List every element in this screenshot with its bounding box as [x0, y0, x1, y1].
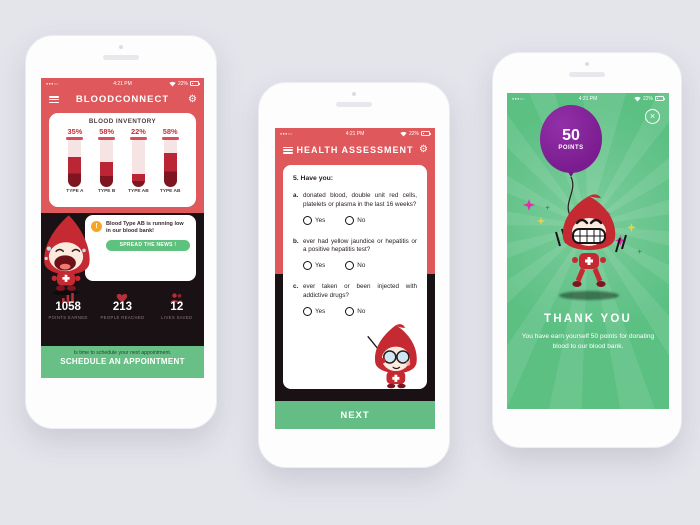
schedule-appointment-button[interactable]: SCHEDULE AN APPOINTMENT	[60, 357, 185, 366]
alert-speech-bubble: ! Blood Type AB is running low in our bl…	[78, 215, 196, 281]
stat-points: 1058 POINTS EARNED	[41, 290, 95, 320]
schedule-note: Is time to schedule your next appointmen…	[73, 350, 172, 356]
mascot-crying	[44, 215, 90, 296]
signal-icon: ●●●○○	[46, 81, 59, 86]
stats-row: 1058 POINTS EARNED 213 PEOPLE REACHED 12…	[41, 290, 204, 320]
points-unit: POINTS	[558, 144, 584, 151]
status-bar: ●●●○○ 4:21 PM 22%	[507, 93, 669, 104]
radio-yes[interactable]: Yes	[303, 261, 325, 271]
spread-news-button[interactable]: SPREAD THE NEWS !	[106, 239, 190, 251]
thank-you-message: You have earn yourself 50 points for don…	[521, 333, 655, 351]
radio-yes[interactable]: Yes	[303, 215, 325, 225]
sparkle-star-yellow	[537, 217, 545, 225]
app-title: BLOODCONNECT	[75, 94, 170, 105]
sparkle-star-green	[545, 205, 550, 210]
inventory-heading: BLOOD INVENTORY	[88, 118, 157, 125]
blood-inventory-card: BLOOD INVENTORY 35% TYPE A 58% TYPE B 22…	[49, 113, 196, 207]
wifi-icon	[400, 131, 407, 136]
mascot-grinning	[555, 194, 627, 287]
front-camera	[119, 45, 123, 49]
sparkle-star-magenta	[523, 199, 535, 211]
front-camera	[352, 92, 356, 96]
speaker	[569, 72, 605, 77]
bar-chart-icon	[62, 293, 74, 303]
question-a-options: Yes No	[303, 215, 417, 225]
close-icon[interactable]: ×	[645, 109, 660, 124]
question-b-options: Yes No	[303, 261, 417, 271]
question-group-title: 5. Have you:	[293, 175, 334, 182]
phone-right: ●●●○○ 4:21 PM 22% × 50 POINTS	[492, 52, 682, 448]
speaker	[336, 102, 372, 107]
next-button[interactable]: NEXT	[275, 401, 435, 429]
tube-type-ab-2: 58% TYPE AB	[159, 127, 181, 194]
question-a: a. donated blood, double unit red cells,…	[293, 192, 417, 208]
blood-tubes: 35% TYPE A 58% TYPE B 22% TYPE AB	[49, 125, 196, 194]
bloodconnect-home-screen: ●●●○○ 4:21 PM 22% BLOODCONNECT ⚙ BLOOD I…	[41, 78, 204, 378]
thank-you-title: THANK YOU	[544, 313, 632, 325]
questionnaire-card: 5. Have you: a. donated blood, double un…	[283, 165, 427, 389]
sparkle-star-green	[637, 249, 642, 254]
status-time: 4:21 PM	[578, 95, 598, 102]
warning-icon: !	[91, 221, 102, 232]
tube-type-a: 35% TYPE A	[66, 127, 84, 194]
sparkle-star-yellow	[627, 223, 636, 232]
radio-yes[interactable]: Yes	[303, 306, 325, 316]
question-b: b. ever had yellow jaundice or hepatitis…	[293, 237, 417, 254]
battery-icon	[655, 96, 665, 101]
settings-icon[interactable]: ⚙	[419, 144, 428, 155]
stat-lives: 12 LIVES SAVED	[150, 290, 204, 320]
alert-message: Blood Type AB is running low in our bloo…	[106, 221, 184, 235]
screen-title: HEALTH ASSESSMENT	[296, 145, 414, 155]
stat-people: 213 PEOPLE REACHED	[95, 290, 149, 320]
speaker	[103, 55, 139, 60]
schedule-bar: Is time to schedule your next appointmen…	[41, 346, 204, 378]
points-value: 50	[562, 126, 580, 144]
phone-left: ●●●○○ 4:21 PM 22% BLOODCONNECT ⚙ BLOOD I…	[25, 35, 217, 429]
menu-icon[interactable]	[283, 146, 293, 154]
tube-type-b: 58% TYPE B	[97, 127, 116, 194]
radio-no[interactable]: No	[345, 261, 365, 271]
battery-percent: 22%	[642, 95, 653, 102]
mascot-glasses	[367, 324, 417, 389]
health-assessment-screen: ●●●○○ 4:21 PM 22% HEALTH ASSESSMENT ⚙ 5.…	[275, 128, 435, 429]
question-c-options: Yes No	[303, 306, 417, 316]
status-time: 4:21 PM	[345, 130, 365, 137]
front-camera	[585, 62, 589, 66]
thank-you-screen: ●●●○○ 4:21 PM 22% × 50 POINTS	[507, 93, 669, 409]
status-bar: ●●●○○ 4:21 PM 22%	[41, 78, 204, 89]
wifi-icon	[169, 81, 176, 86]
radio-no[interactable]: No	[345, 215, 365, 225]
status-time: 4:21 PM	[113, 80, 132, 87]
settings-icon[interactable]: ⚙	[188, 93, 197, 105]
heart-icon	[117, 293, 128, 303]
signal-icon: ●●●○○	[280, 131, 293, 136]
mascot-shadow	[559, 291, 619, 300]
points-balloon: 50 POINTS	[540, 105, 602, 177]
battery-icon	[190, 81, 200, 86]
radio-no[interactable]: No	[345, 306, 365, 316]
signal-icon: ●●●○○	[512, 96, 525, 101]
status-bar: ●●●○○ 4:21 PM 22%	[275, 128, 435, 139]
battery-percent: 22%	[408, 130, 419, 137]
battery-icon	[421, 131, 431, 136]
wifi-icon	[634, 96, 641, 101]
app-bar: HEALTH ASSESSMENT ⚙	[275, 139, 435, 161]
app-bar: BLOODCONNECT ⚙	[41, 89, 204, 110]
question-c: c. ever taken or been injected with addi…	[293, 283, 417, 300]
menu-icon[interactable]	[49, 96, 59, 104]
battery-percent: 22%	[177, 80, 188, 87]
people-icon	[170, 293, 183, 303]
sparkle-star-magenta	[615, 235, 626, 246]
phone-middle: ●●●○○ 4:21 PM 22% HEALTH ASSESSMENT ⚙ 5.…	[258, 82, 450, 468]
tube-type-ab: 22% TYPE AB	[128, 127, 149, 194]
